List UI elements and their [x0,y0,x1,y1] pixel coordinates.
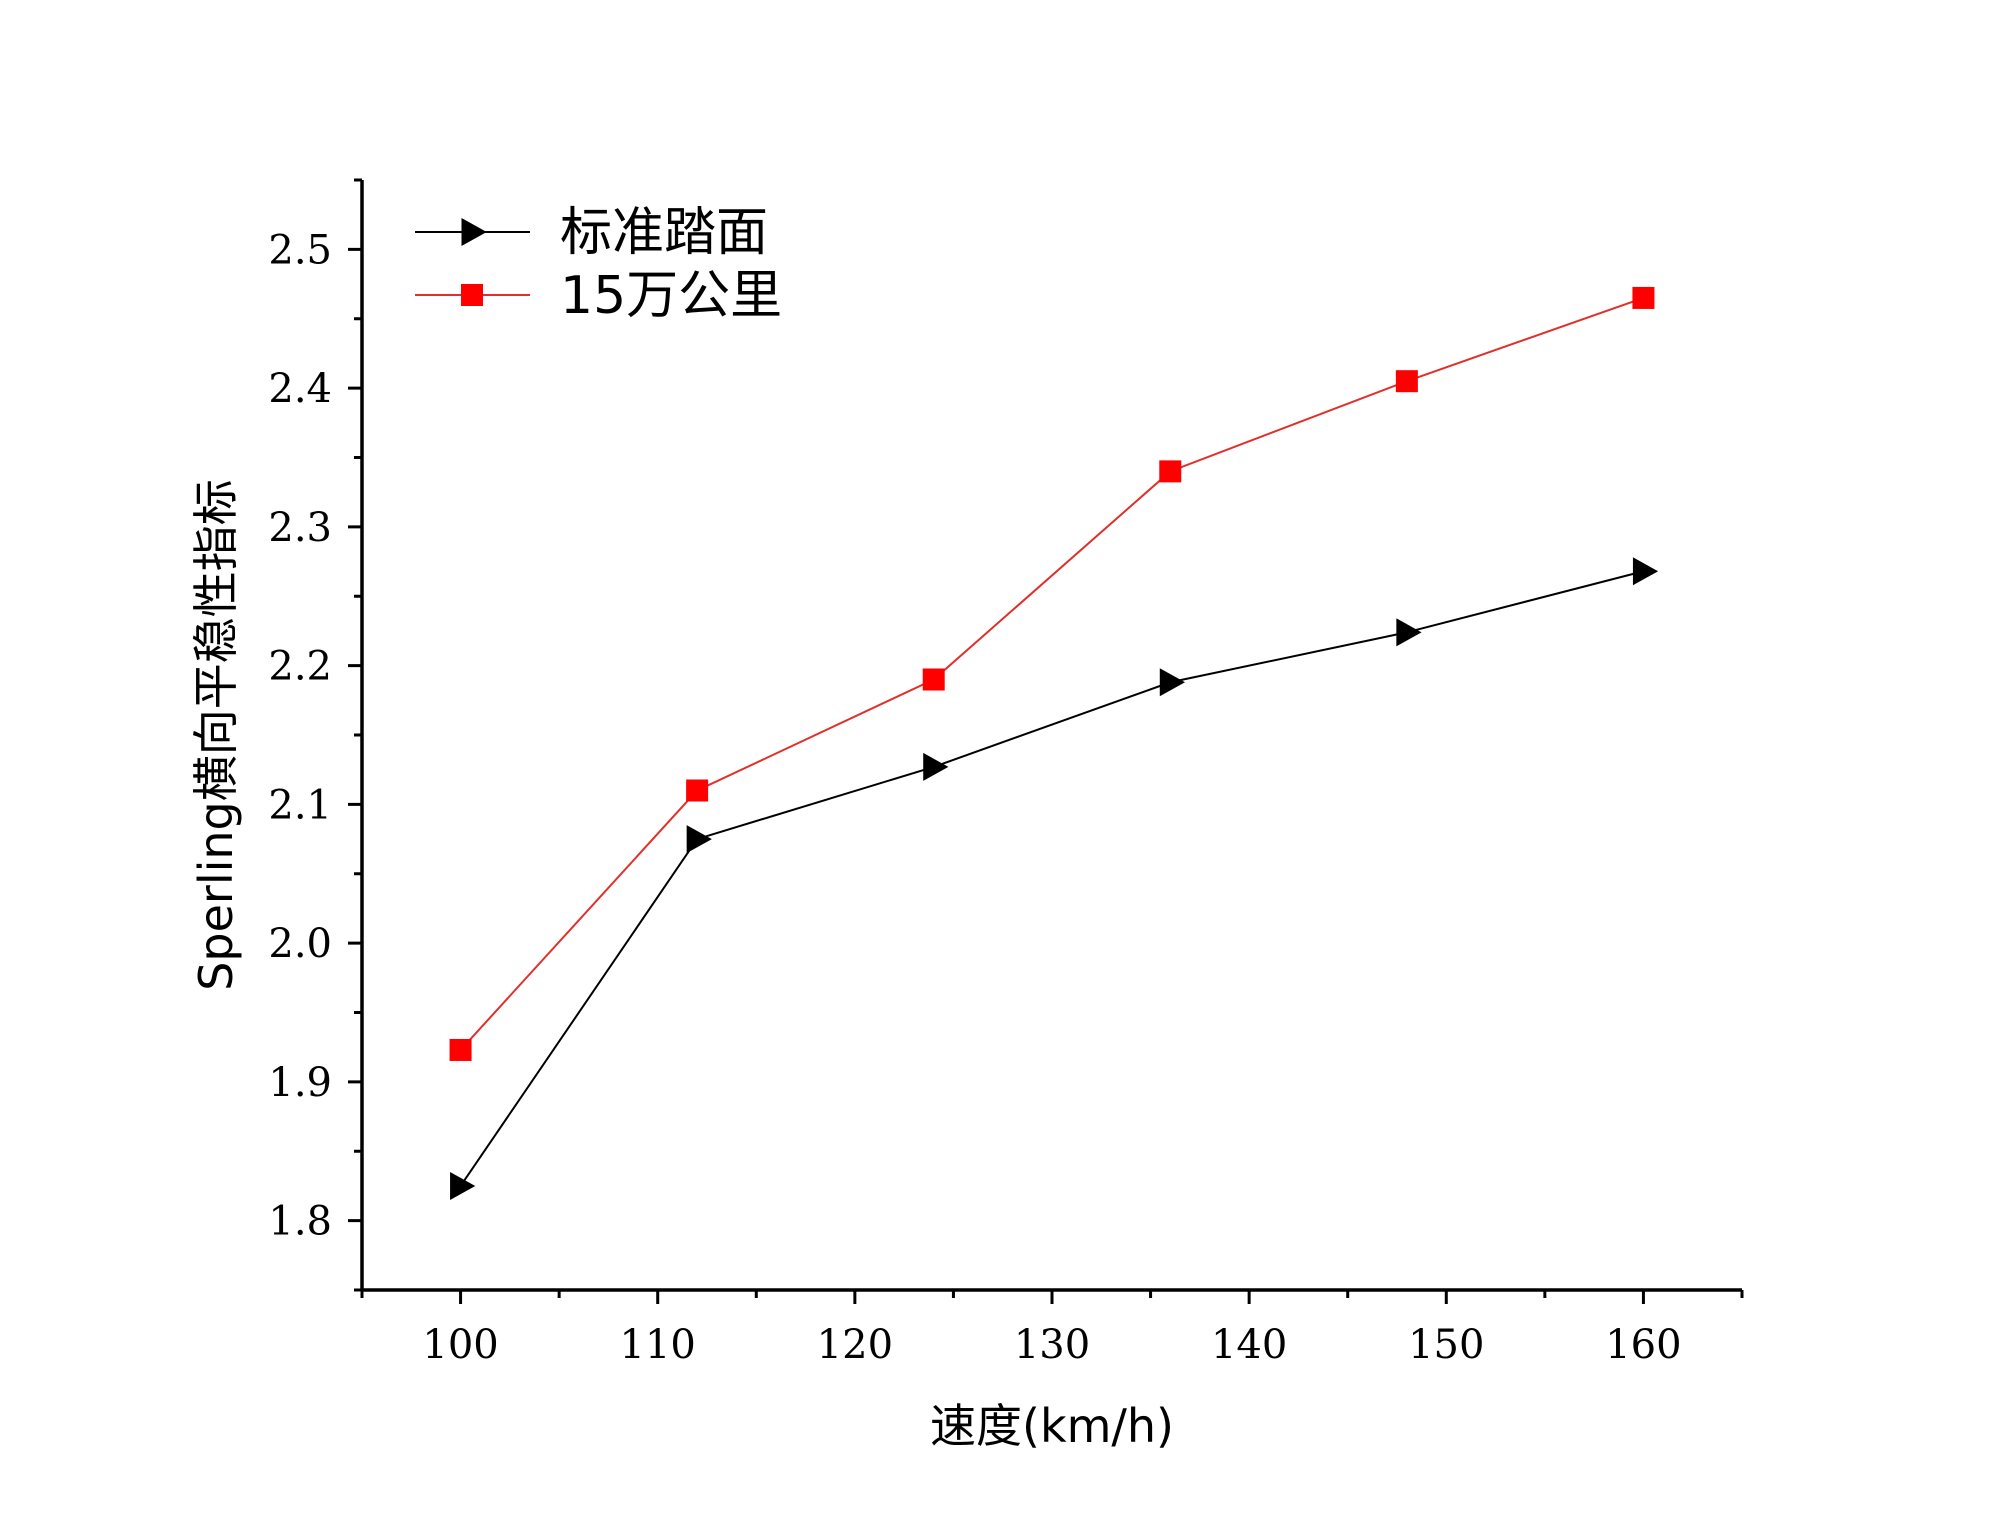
data-point-marker [686,779,709,802]
legend-label: 标准踏面 [560,203,768,263]
data-point-marker [1395,370,1418,393]
y-tick-label: 2.2 [268,644,332,690]
x-tick-label: 100 [422,1322,498,1368]
y-tick-label: 2.5 [268,227,332,273]
data-point-marker [1159,668,1185,697]
data-point-marker [686,825,712,854]
x-tick-label: 120 [817,1322,893,1368]
data-point-marker [922,668,945,691]
y-tick-label: 2.4 [268,366,332,412]
data-point-marker [923,752,949,781]
series-1 [450,557,1659,1200]
x-tick-label: 160 [1605,1322,1681,1368]
series-layer [449,286,1659,1200]
y-tick-label: 2.0 [268,921,332,967]
y-tick-label: 2.1 [268,782,332,828]
x-axis-title: 速度(km/h) [930,1399,1174,1453]
y-tick-label: 1.9 [268,1060,332,1106]
x-tick-label: 110 [620,1322,696,1368]
data-point-marker [1159,460,1182,483]
data-point-marker [449,1038,472,1061]
x-tick-label: 130 [1014,1322,1090,1368]
data-point-marker [1632,286,1655,309]
series-line [459,570,1644,1187]
x-tick-label: 150 [1408,1322,1484,1368]
ticks: 100 110 120 130 140 150 160 1.8 1.9 2.0 2.1 2.2 2.3 2… [268,178,1744,1368]
data-point-marker [450,1171,476,1200]
series-2 [449,286,1655,1061]
legend-label: 15万公里 [560,266,782,326]
y-tick-label: 2.3 [268,505,332,551]
y-axis-title: Sperling横向平稳性指标 [189,479,243,991]
x-tick-label: 140 [1211,1322,1287,1368]
y-tick-label: 1.8 [268,1199,332,1245]
data-point-marker [1632,557,1659,586]
axes [360,180,1742,1292]
data-point-marker [1396,618,1422,647]
series-line [459,296,1644,1051]
legend-marker [461,284,483,306]
legend-marker [461,218,487,246]
